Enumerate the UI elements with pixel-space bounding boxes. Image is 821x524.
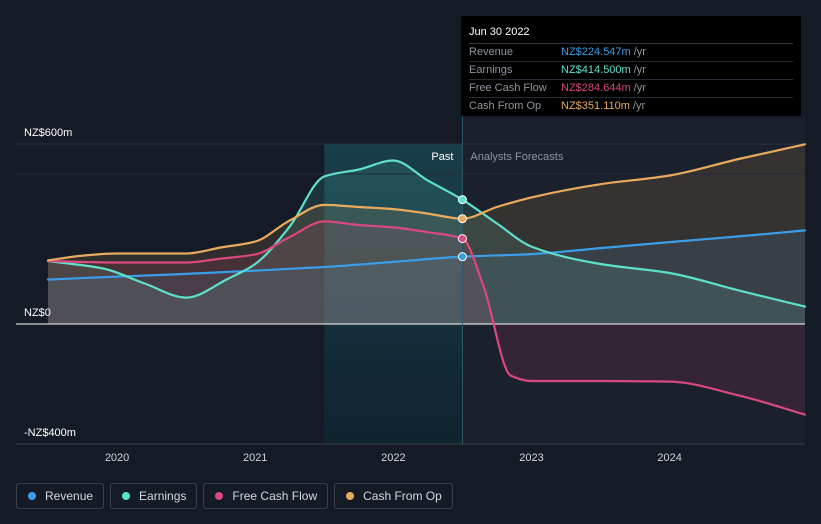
series-area <box>48 221 805 415</box>
tooltip-value: NZ$224.547m <box>561 46 631 58</box>
tooltip-label: Free Cash Flow <box>469 82 547 94</box>
forecast-label: Analysts Forecasts <box>470 151 563 163</box>
series-lines <box>46 143 807 416</box>
series-area <box>48 160 805 324</box>
tooltip-unit: /yr <box>633 46 646 58</box>
past-highlight-band <box>324 144 463 444</box>
past-label: Past <box>431 151 453 163</box>
marker-revenue <box>457 252 467 262</box>
chart-legend: Revenue Earnings Free Cash Flow Cash Fro… <box>16 483 453 509</box>
legend-label: Cash From Op <box>363 489 442 503</box>
x-tick-label: 2024 <box>657 452 681 464</box>
marker-cash-from-op <box>457 214 467 224</box>
legend-item-revenue[interactable]: Revenue <box>16 483 105 509</box>
tooltip-unit: /yr <box>632 100 646 112</box>
legend-dot-icon <box>215 492 224 500</box>
legend-dot-icon <box>346 492 355 500</box>
legend-label: Free Cash Flow <box>232 489 318 503</box>
tooltip-value: NZ$284.644m <box>561 82 631 94</box>
series-areas <box>48 144 805 415</box>
series-line-free-cash-flow <box>46 220 807 416</box>
legend-item-cash-from-op[interactable]: Cash From Op <box>334 483 453 509</box>
tooltip-label: Cash From Op <box>469 100 542 112</box>
series-line-earnings <box>46 159 807 308</box>
x-tick-label: 2020 <box>105 452 129 464</box>
marker-earnings <box>457 195 467 205</box>
tooltip-label: Earnings <box>469 64 513 76</box>
tooltip-unit: /yr <box>633 64 646 76</box>
tooltip-unit: /yr <box>633 82 646 94</box>
tooltip-value: NZ$351.110m <box>561 100 630 112</box>
axis-labels: NZ$600m NZ$0 -NZ$400m 2020 2021 2022 2023 2024 P… <box>24 127 682 464</box>
series-line-cash-from-op <box>46 143 807 262</box>
x-tick-label: 2023 <box>519 452 543 464</box>
tooltip-date: Jun 30 2022 <box>469 24 793 44</box>
series-area <box>48 230 805 324</box>
tooltip-row-revenue: Revenue NZ$224.547m /yr <box>469 44 793 62</box>
legend-label: Revenue <box>45 489 94 503</box>
tooltip-row-free-cash-flow: Free Cash Flow NZ$284.644m /yr <box>469 80 793 98</box>
forecast-background <box>462 118 805 444</box>
chart-background <box>324 118 805 444</box>
legend-item-earnings[interactable]: Earnings <box>110 483 198 509</box>
y-axis-label: -NZ$400m <box>24 427 76 439</box>
legend-dot-icon <box>28 492 36 500</box>
y-axis-label: NZ$0 <box>24 307 51 319</box>
marker-free-cash-flow <box>457 234 467 244</box>
legend-dot-icon <box>122 492 131 500</box>
tooltip-label: Revenue <box>469 46 514 58</box>
tooltip-value: NZ$414.500m <box>561 64 631 76</box>
x-tick-label: 2022 <box>381 452 405 464</box>
legend-item-free-cash-flow[interactable]: Free Cash Flow <box>203 483 329 509</box>
tooltip-row-earnings: Earnings NZ$414.500m /yr <box>469 62 793 80</box>
data-tooltip: Jun 30 2022 Revenue NZ$224.547m /yr Earn… <box>461 16 801 116</box>
y-axis-label: NZ$600m <box>24 127 72 139</box>
x-tick-label: 2021 <box>243 452 267 464</box>
hover-markers <box>457 195 467 262</box>
tooltip-row-cash-from-op: Cash From Op NZ$351.110m /yr <box>469 98 793 115</box>
series-line-revenue <box>46 229 807 281</box>
series-area <box>48 144 805 324</box>
legend-label: Earnings <box>139 489 187 503</box>
